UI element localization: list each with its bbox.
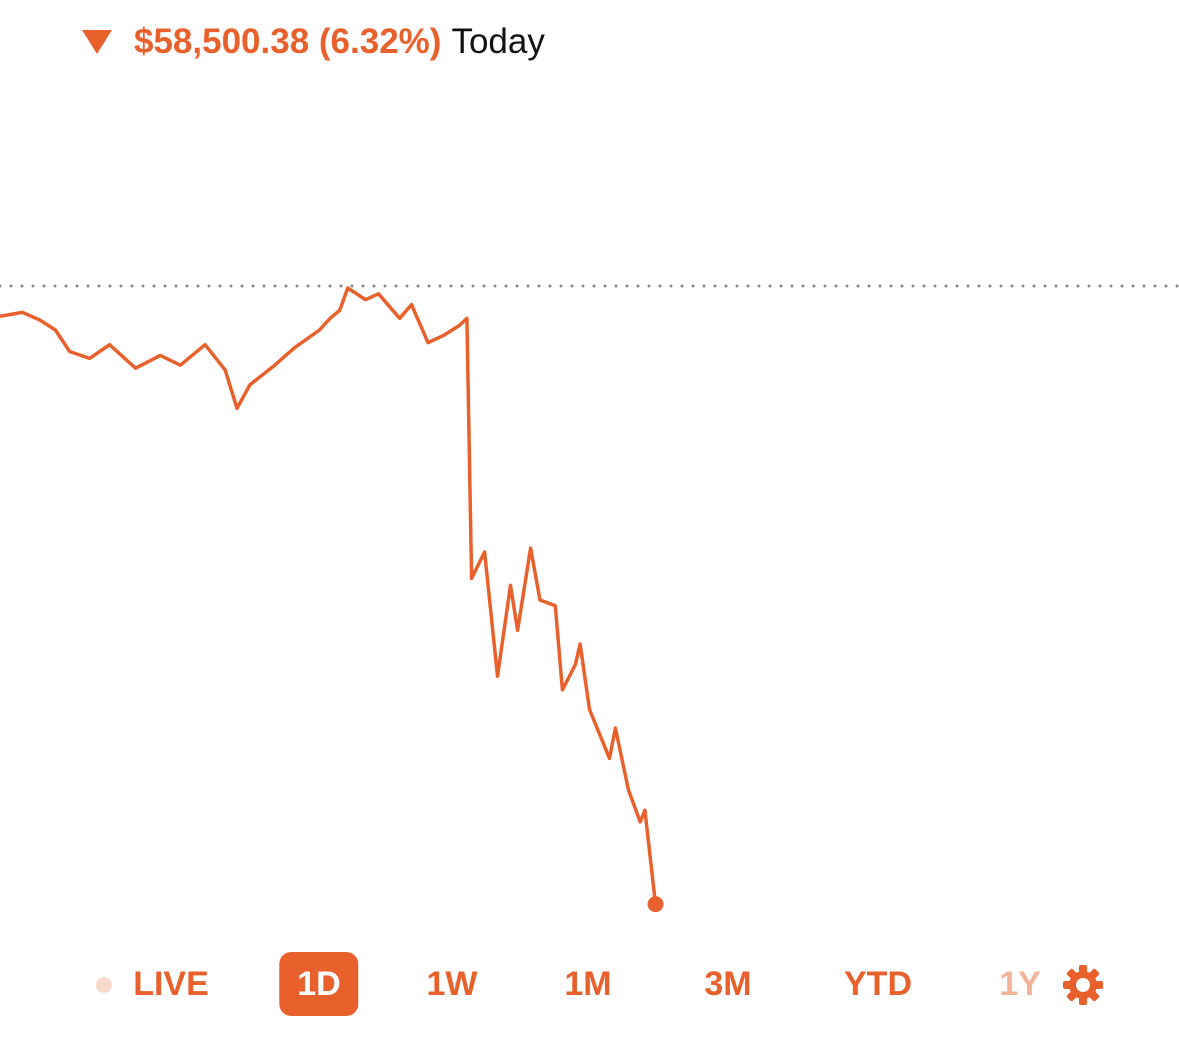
price-line xyxy=(0,286,658,905)
chart xyxy=(0,284,1179,913)
last-point xyxy=(647,896,664,913)
period: Today xyxy=(451,22,545,61)
range-tab[interactable]: 1D xyxy=(279,952,359,1016)
down-arrow xyxy=(82,30,112,54)
price-change: $58,500.38 (6.32%) xyxy=(134,22,442,61)
header: $58,500.38 (6.32%) Today xyxy=(82,22,545,62)
range-tab[interactable]: 3M xyxy=(704,965,752,1003)
range-tab[interactable]: YTD xyxy=(844,965,912,1003)
range-tab[interactable]: LIVE xyxy=(133,965,209,1003)
settings-icon[interactable] xyxy=(1061,963,1105,1007)
range-tab[interactable]: 1M xyxy=(564,965,612,1003)
range-tab[interactable]: 1W xyxy=(426,965,478,1003)
range-tabs: LIVE 1D 1W 1M 3M YTD 1Y xyxy=(0,952,1179,1016)
live-dot xyxy=(96,977,112,993)
range-tab[interactable]: 1Y xyxy=(999,965,1041,1003)
